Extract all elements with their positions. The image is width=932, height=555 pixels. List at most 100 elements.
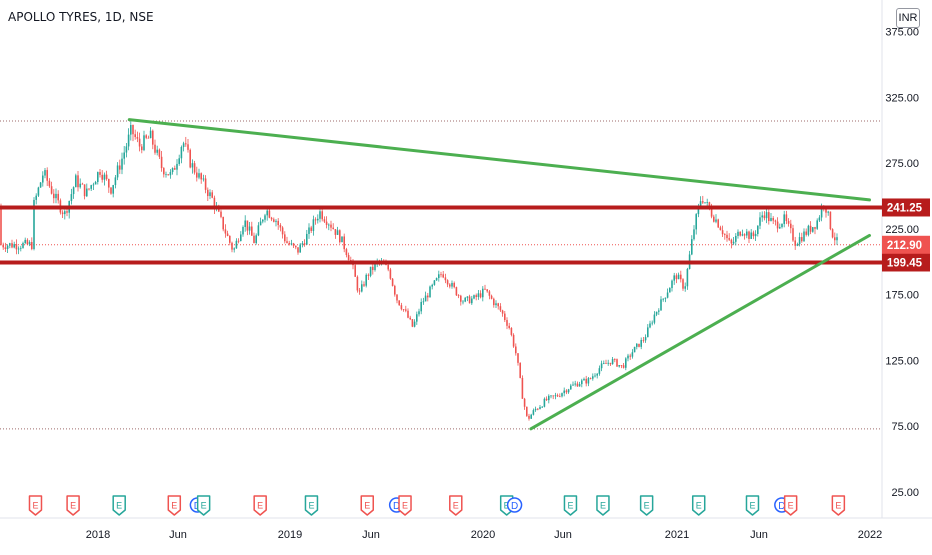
y-tick-label: 25.00	[891, 487, 919, 499]
candle-body	[730, 239, 733, 244]
candle-body	[594, 375, 596, 377]
earnings-letter: E	[201, 501, 207, 511]
earnings-shape	[253, 495, 267, 516]
candle-body	[440, 274, 442, 276]
earnings-marker[interactable]: E	[745, 495, 760, 516]
candle-body	[301, 243, 304, 245]
candle-body	[576, 383, 579, 387]
candle-body	[389, 269, 392, 279]
candle-body	[154, 144, 156, 153]
candle-body	[402, 309, 405, 311]
candle-body	[429, 286, 431, 298]
candle-body	[460, 295, 462, 302]
candle-body	[633, 346, 636, 353]
candle-body	[220, 211, 222, 217]
earnings-marker[interactable]: E	[783, 495, 798, 516]
earnings-letter: E	[70, 501, 76, 511]
dividend-marker[interactable]: D	[506, 497, 523, 513]
earnings-letter: E	[171, 501, 177, 511]
candle-body	[88, 188, 90, 190]
candle-body	[504, 313, 506, 321]
candle-body	[559, 396, 561, 398]
candle-body	[35, 195, 37, 200]
candle-body	[396, 294, 398, 301]
candle-body	[578, 384, 581, 387]
candle-body	[281, 227, 284, 235]
candle-body	[15, 244, 18, 250]
candle-body	[479, 293, 482, 298]
currency-button[interactable]: INR	[896, 8, 920, 28]
candle-body	[211, 192, 213, 198]
candle-body	[262, 219, 264, 222]
candle-body	[374, 263, 376, 271]
candle-body	[200, 173, 202, 180]
candle-body	[695, 214, 697, 230]
earnings-letter: E	[567, 501, 573, 511]
candle-body	[495, 303, 497, 306]
earnings-marker[interactable]: E	[66, 495, 80, 516]
candle-body	[715, 219, 717, 222]
candle-body	[75, 175, 77, 188]
candle-body	[385, 264, 387, 265]
earnings-marker[interactable]: E	[253, 495, 267, 516]
earnings-marker[interactable]: E	[28, 495, 43, 516]
candle-body	[242, 226, 244, 235]
candle-body	[629, 355, 631, 357]
candle-body	[42, 175, 44, 183]
candle-body	[572, 384, 574, 386]
candle-body	[226, 233, 229, 236]
candle-body	[92, 184, 95, 186]
candle-body	[174, 168, 176, 170]
candle-body	[497, 303, 499, 307]
x-tick-label: 2019	[278, 529, 302, 541]
earnings-marker[interactable]: E	[596, 495, 610, 516]
candle-body	[785, 214, 788, 222]
earnings-letter: E	[402, 501, 408, 511]
candle-body	[26, 239, 29, 245]
y-tick-label: 225.00	[885, 224, 919, 236]
candle-body	[801, 237, 803, 242]
earnings-marker[interactable]: E	[449, 495, 463, 516]
candle-body	[191, 163, 194, 168]
candle-body	[534, 408, 537, 411]
candle-body	[332, 227, 334, 230]
earnings-marker[interactable]: E	[360, 495, 374, 516]
earnings-marker[interactable]: E	[167, 495, 182, 516]
earnings-marker[interactable]: E	[639, 495, 654, 516]
earnings-marker[interactable]: E	[196, 495, 211, 516]
y-tick-label: 175.00	[885, 290, 919, 302]
candle-body	[394, 285, 396, 295]
candle-body	[473, 295, 475, 299]
earnings-marker[interactable]: E	[563, 495, 578, 516]
candle-body	[57, 193, 59, 201]
candle-body	[156, 149, 158, 153]
candle-body	[743, 234, 746, 236]
candle-body	[64, 211, 66, 215]
candle-body	[22, 243, 24, 248]
candle-body	[123, 152, 125, 159]
candle-body	[655, 311, 658, 315]
candle-body	[541, 406, 543, 408]
earnings-marker[interactable]: E	[831, 495, 846, 516]
candle-body	[339, 230, 341, 243]
candle-body	[424, 295, 427, 302]
candle-body	[149, 130, 152, 139]
earnings-letter: E	[749, 501, 755, 511]
earnings-marker[interactable]: E	[398, 495, 412, 516]
candle-body	[433, 280, 436, 285]
earnings-marker[interactable]: E	[691, 495, 706, 516]
candle-body	[506, 320, 508, 326]
earnings-letter: E	[600, 501, 606, 511]
candle-body	[20, 247, 22, 249]
candle-body	[699, 201, 702, 207]
earnings-marker[interactable]: E	[112, 495, 126, 516]
candle-body	[611, 359, 614, 365]
candle-body	[834, 237, 836, 241]
candle-body	[519, 362, 521, 378]
candle-body	[761, 215, 763, 218]
earnings-shape	[28, 495, 43, 516]
candle-body	[618, 365, 620, 367]
candle-body	[134, 134, 136, 138]
earnings-marker[interactable]: E	[304, 495, 319, 516]
